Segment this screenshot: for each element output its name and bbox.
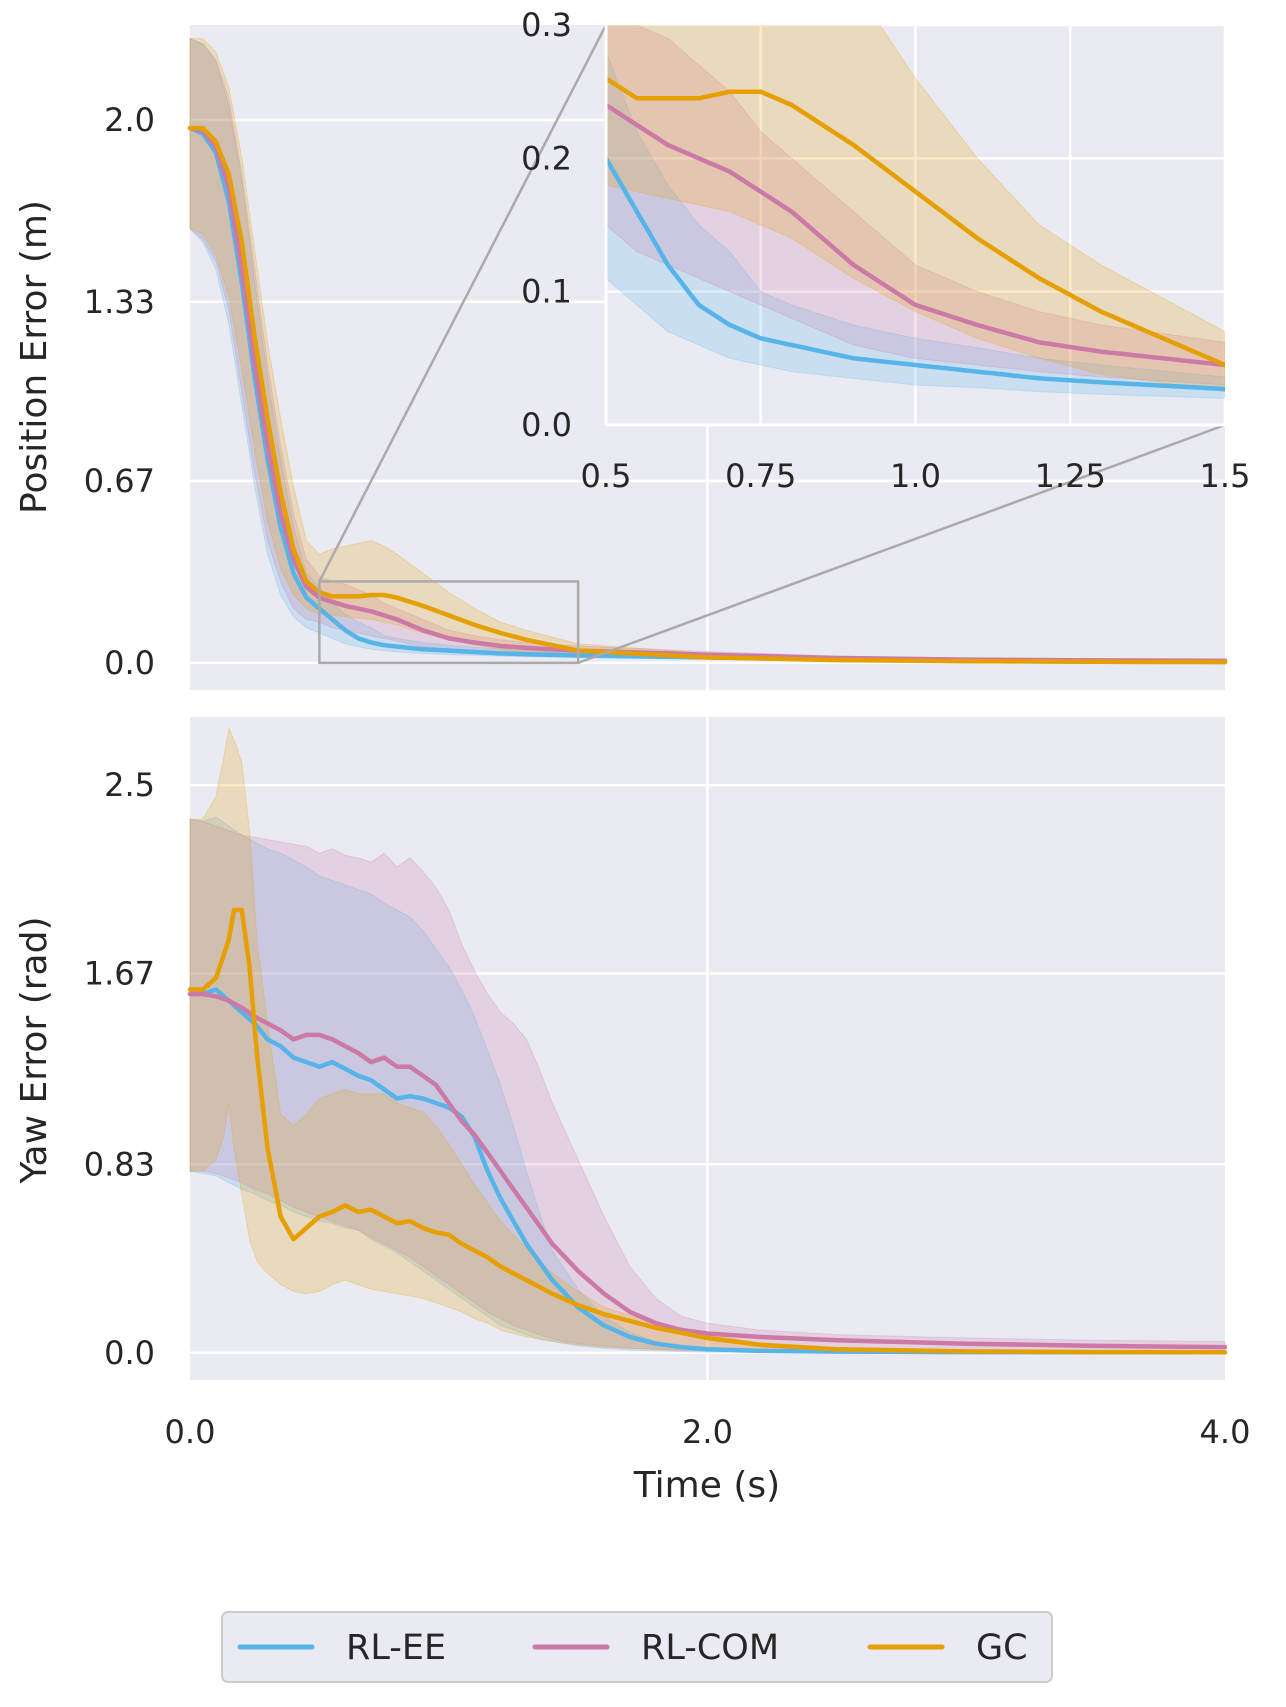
series-line-gc [187,125,1228,665]
confidence-band-rl-com [606,25,1225,386]
series-line-rl-ee [187,987,1228,1355]
zoom-region-box [318,580,580,665]
x-tick-label: 0.0 [165,1413,216,1451]
bottom-series [187,726,1228,1355]
series-line-rl-com [606,102,1225,368]
bottom-y-tick-labels: 2.5 1.67 0.83 0.0 [84,766,155,1372]
inset-y-tick-label: 0.2 [521,139,572,177]
inset-series [606,25,1225,399]
series-line-gc [187,907,1228,1355]
y-tick-label: 2.5 [104,766,155,804]
series-line-gc [606,76,1225,368]
top-y-axis-label: Position Error (m) [14,200,55,514]
y-tick-label: 1.67 [84,955,155,993]
series-line-rl-ee [606,156,1225,392]
zoom-connector-line [318,24,608,583]
bottom-panel: 2.5 1.67 0.83 0.0 0.0 2.0 4.0 Yaw Error (rad)… [14,717,1250,1506]
top-y-tick-labels: 2.0 1.33 0.67 0.0 [84,101,155,682]
inset-y-tick-label: 0.1 [521,273,572,311]
y-tick-label: 2.0 [104,101,155,139]
bottom-grid [190,717,1225,1380]
zoom-connector-line [577,423,1226,665]
legend-items: RL-EE RL-COM GC [237,1628,1028,1668]
inset-y-tick-label: 0.3 [521,6,572,44]
x-tick-label: 2.0 [682,1413,733,1451]
bottom-y-axis-label: Yaw Error (rad) [14,917,55,1185]
inset-panel: 0.3 0.2 0.1 0.0 0.5 0.75 1.0 1.25 1.5 [521,6,1251,495]
y-tick-label: 0.83 [84,1145,155,1183]
legend-label: GC [976,1628,1028,1668]
y-tick-label: 0.0 [104,1334,155,1372]
y-tick-label: 0.67 [84,462,155,500]
confidence-band-gc [606,25,1225,393]
inset-x-tick-label: 0.5 [581,457,632,495]
series-line-rl-com [187,991,1228,1350]
inset-x-tick-label: 1.5 [1200,457,1251,495]
bottom-x-tick-labels: 0.0 2.0 4.0 [165,1413,1251,1451]
x-tick-label: 4.0 [1200,1413,1251,1451]
legend-box [221,1611,1053,1683]
inset-x-tick-label: 0.75 [725,457,796,495]
x-axis-label: Time (s) [633,1465,780,1506]
legend-label: RL-EE [346,1628,446,1668]
inset-y-tick-label: 0.0 [521,406,572,444]
legend: RL-EE RL-COM GC [221,1611,1053,1683]
inset-x-tick-label: 1.0 [890,457,941,495]
top-series [187,37,1228,665]
confidence-band-rl-ee [606,51,1225,399]
inset-y-tick-labels: 0.3 0.2 0.1 0.0 [521,6,572,444]
legend-label: RL-COM [641,1628,779,1668]
y-tick-label: 1.33 [84,283,155,321]
inset-x-tick-label: 1.25 [1035,457,1106,495]
inset-x-tick-labels: 0.5 0.75 1.0 1.25 1.5 [581,457,1251,495]
y-tick-label: 0.0 [104,644,155,682]
